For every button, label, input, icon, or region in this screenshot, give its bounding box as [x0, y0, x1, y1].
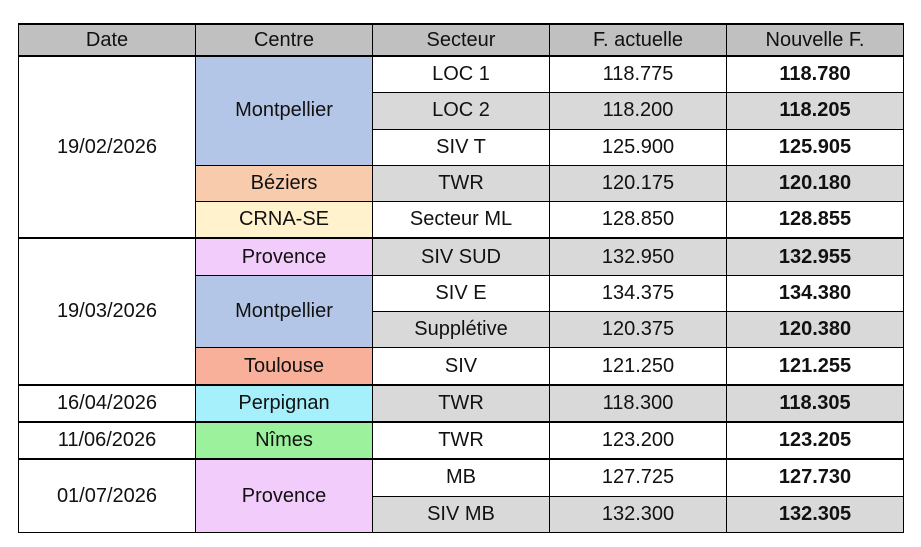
f-actuelle-cell: 121.250: [549, 347, 727, 386]
date-cell: 11/06/2026: [18, 420, 196, 460]
secteur-cell: SIV MB: [372, 495, 550, 533]
header-centre: Centre: [195, 23, 373, 57]
nouvelle-f-cell: 118.205: [726, 92, 904, 130]
secteur-cell: MB: [372, 458, 550, 497]
secteur-cell: SIV T: [372, 128, 550, 166]
header-date: Date: [18, 23, 196, 57]
table-row: CRNA-SE Secteur ML 128.850 128.855: [19, 201, 904, 239]
date-cell: 19/03/2026: [18, 237, 196, 386]
header-row: Date Centre Secteur F. actuelle Nouvelle…: [18, 23, 904, 57]
nouvelle-f-cell: 118.305: [726, 383, 904, 423]
table-row: LOC 2 118.200 118.205: [19, 92, 904, 130]
f-actuelle-cell: 120.175: [549, 164, 727, 203]
table-row: Béziers TWR 120.175 120.180: [19, 164, 904, 203]
table-row: Montpellier SIV E 134.375 134.380: [19, 274, 904, 349]
f-actuelle-cell: 123.200: [549, 420, 727, 460]
date-cell: 16/04/2026: [18, 383, 196, 423]
frequency-change-table: Date Centre Secteur F. actuelle Nouvelle…: [18, 23, 904, 533]
secteur-cell: SIV SUD: [372, 237, 550, 276]
secteur-cell: SIV E: [372, 274, 550, 313]
f-actuelle-cell: 125.900: [549, 128, 727, 166]
centre-cell: Montpellier: [195, 274, 373, 349]
f-actuelle-cell: 118.775: [549, 55, 727, 94]
nouvelle-f-cell: 120.180: [726, 164, 904, 203]
table-row: 19/03/2026 Provence SIV SUD 132.950 132.955: [18, 237, 904, 386]
secteur-cell: SIV: [372, 347, 550, 386]
nouvelle-f-cell: 125.905: [726, 128, 904, 166]
nouvelle-f-cell: 132.955: [726, 237, 904, 276]
nouvelle-f-cell: 121.255: [726, 347, 904, 386]
date-cell: 01/07/2026: [18, 458, 196, 533]
f-actuelle-cell: 120.375: [549, 311, 727, 349]
f-actuelle-cell: 132.300: [549, 495, 727, 533]
table-row: 19/02/2026 Montpellier LOC 1 118.775 118.780: [18, 54, 904, 239]
nouvelle-f-cell: 132.305: [726, 495, 904, 533]
table-row: 01/07/2026 Provence MB 127.725 127.730: [18, 458, 904, 533]
secteur-cell: Supplétive: [372, 311, 550, 349]
f-actuelle-cell: 134.375: [549, 274, 727, 313]
centre-cell: Provence: [195, 458, 373, 533]
nouvelle-f-cell: 123.205: [726, 420, 904, 460]
f-actuelle-cell: 127.725: [549, 458, 727, 497]
secteur-cell: TWR: [372, 420, 550, 460]
nouvelle-f-cell: 127.730: [726, 458, 904, 497]
centre-cell: Provence: [195, 237, 373, 276]
table-row: Supplétive 120.375 120.380: [19, 311, 904, 349]
nouvelle-f-cell: 118.780: [726, 55, 904, 94]
centre-cell: Toulouse: [195, 347, 373, 386]
centre-cell: Montpellier: [195, 54, 373, 166]
nouvelle-f-cell: 128.855: [726, 201, 904, 239]
f-actuelle-cell: 118.200: [549, 92, 727, 130]
f-actuelle-cell: 132.950: [549, 237, 727, 276]
centre-cell: Béziers: [195, 164, 373, 203]
table-row: SIV MB 132.300 132.305: [19, 495, 904, 533]
table-body: 19/02/2026 Montpellier LOC 1 118.775 118.780…: [18, 54, 904, 533]
centre-cell: Nîmes: [195, 420, 373, 460]
centre-cell: Perpignan: [195, 383, 373, 423]
nouvelle-f-cell: 134.380: [726, 274, 904, 313]
table-row: 11/06/2026 Nîmes TWR 123.200 123.205: [18, 420, 904, 460]
f-actuelle-cell: 128.850: [549, 201, 727, 239]
secteur-cell: TWR: [372, 383, 550, 423]
secteur-cell: Secteur ML: [372, 201, 550, 239]
header-nouvelle-f: Nouvelle F.: [726, 23, 904, 57]
header-secteur: Secteur: [372, 23, 550, 57]
secteur-cell: LOC 1: [372, 55, 550, 94]
table-row: 16/04/2026 Perpignan TWR 118.300 118.305: [18, 383, 904, 423]
secteur-cell: TWR: [372, 164, 550, 203]
header-f-actuelle: F. actuelle: [549, 23, 727, 57]
date-cell: 19/02/2026: [18, 54, 196, 239]
nouvelle-f-cell: 120.380: [726, 311, 904, 349]
centre-cell: CRNA-SE: [195, 201, 373, 239]
f-actuelle-cell: 118.300: [549, 383, 727, 423]
secteur-cell: LOC 2: [372, 92, 550, 130]
table-row: SIV T 125.900 125.905: [19, 128, 904, 166]
